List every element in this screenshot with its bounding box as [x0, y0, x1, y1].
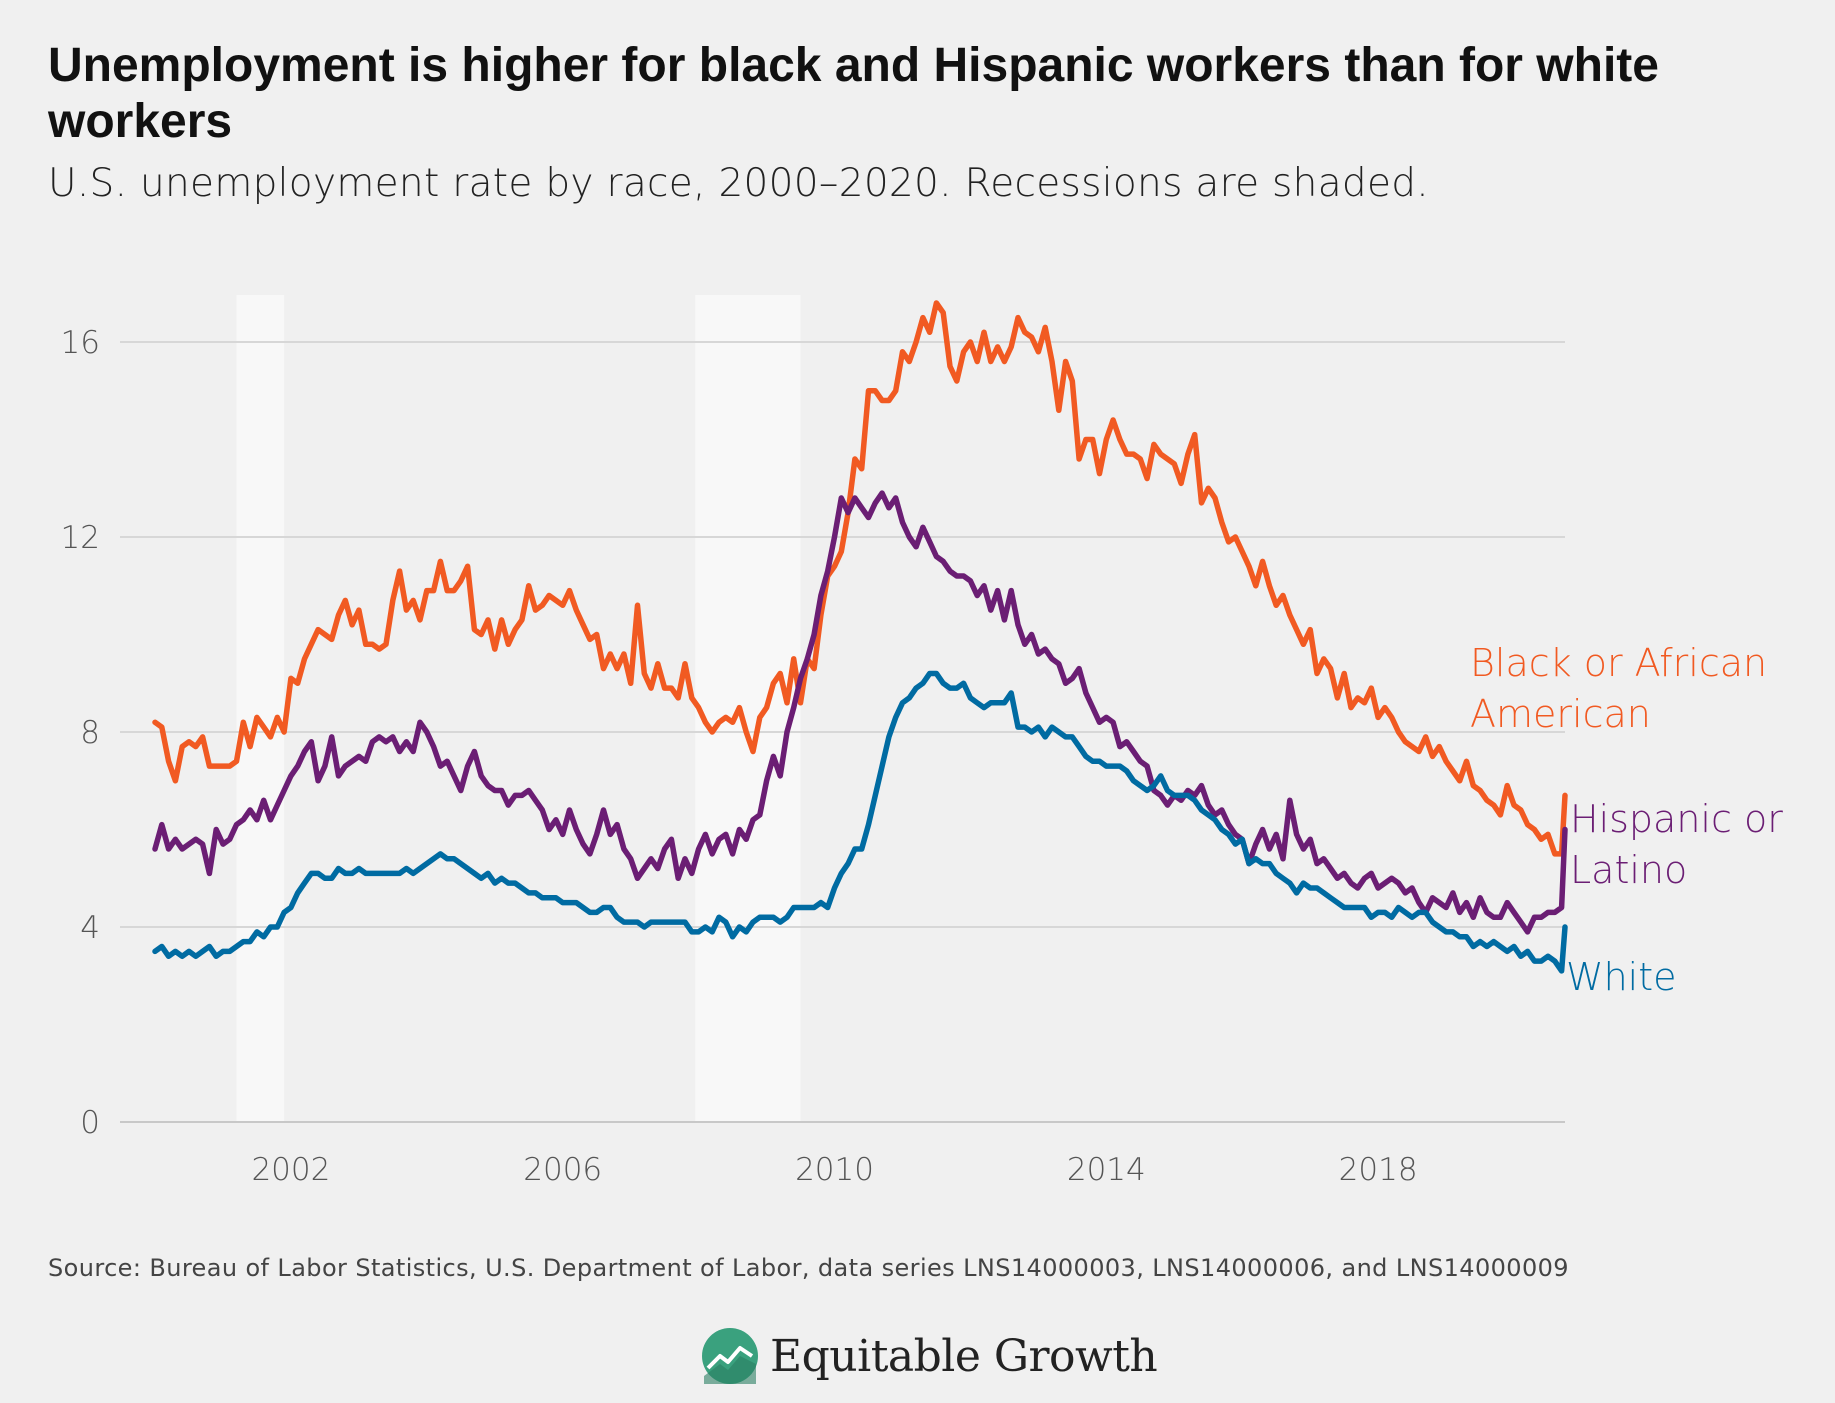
- y-tick-label: 12: [61, 520, 100, 556]
- x-tick-label: 2014: [1067, 1152, 1146, 1188]
- logo-text: Equitable Growth: [770, 1330, 1158, 1382]
- x-tick-label: 2002: [251, 1152, 330, 1188]
- series-line-white: [152, 670, 1568, 974]
- series-lines: [152, 300, 1568, 974]
- source-note: Source: Bureau of Labor Statistics, U.S.…: [48, 1254, 1569, 1282]
- recession-shading: [236, 295, 801, 1122]
- series-label-hispanic: Hispanic or Latino: [1570, 797, 1795, 892]
- x-tick-label: 2018: [1339, 1152, 1418, 1188]
- series-label-white: White: [1566, 955, 1677, 999]
- y-axis-tick-labels: 0 4 8 12 16: [61, 325, 100, 1141]
- series-label-black-line2: American: [1470, 692, 1651, 736]
- series-label-black: Black or African American: [1470, 641, 1779, 736]
- series-line-black: [152, 300, 1568, 857]
- y-tick-label: 8: [80, 715, 100, 751]
- y-tick-label: 4: [80, 910, 100, 946]
- x-axis-tick-labels: 2002 2006 2010 2014 2018: [251, 1152, 1417, 1188]
- y-tick-label: 16: [61, 325, 100, 361]
- series-labels: Black or African American Hispanic or La…: [1470, 641, 1795, 999]
- line-chart: 0 4 8 12 16 2002 2006 2010 2014 2018 Black or Af…: [60, 295, 1795, 1188]
- chart-subtitle: U.S. unemployment rate by race, 2000–202…: [48, 161, 1429, 206]
- x-tick-label: 2010: [795, 1152, 874, 1188]
- series-line-hispanic: [152, 490, 1568, 935]
- series-label-hispanic-line1: Hispanic or: [1570, 797, 1783, 841]
- recession-band-1: [695, 295, 801, 1122]
- y-tick-label: 0: [80, 1105, 100, 1141]
- x-tick-label: 2006: [523, 1152, 602, 1188]
- series-label-black-line1: Black or African: [1470, 641, 1767, 685]
- equitable-growth-chart-logo-icon: [702, 1328, 758, 1384]
- series-label-hispanic-line2: Latino: [1570, 848, 1687, 892]
- recession-band-0: [236, 295, 285, 1122]
- chart-title: Unemployment is higher for black and His…: [48, 39, 1659, 148]
- equitable-growth-logo: Equitable Growth: [700, 1326, 1158, 1386]
- gridlines: [120, 341, 1565, 1123]
